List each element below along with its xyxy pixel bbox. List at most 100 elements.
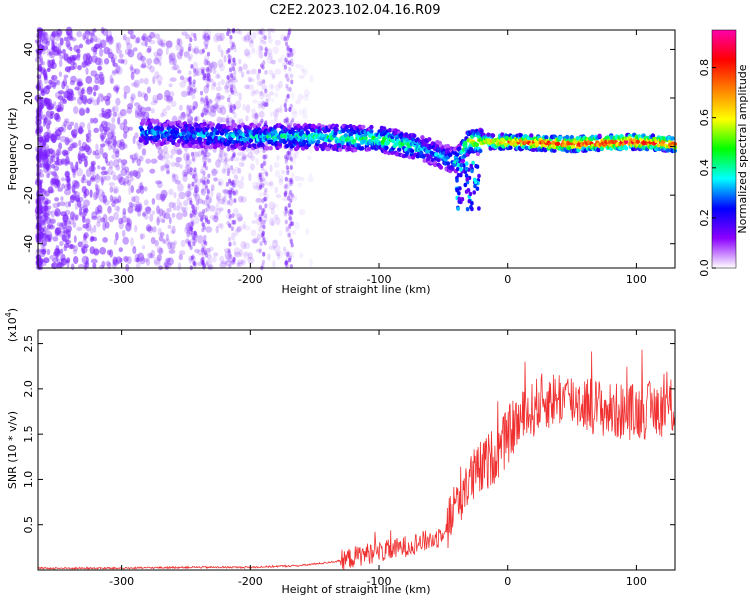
spectrogram-cell xyxy=(133,257,140,263)
spectrogram-cell xyxy=(124,166,130,173)
spectrogram-cell xyxy=(265,171,269,177)
spectrogram-cell xyxy=(219,222,224,230)
spectrogram-cell xyxy=(189,116,194,122)
spectrogram-cell xyxy=(57,187,63,192)
spectrogram-cell xyxy=(189,87,194,92)
spectrogram-cell xyxy=(247,151,253,159)
spectrogram-cell xyxy=(261,183,265,188)
spectrogram-cell xyxy=(227,48,231,53)
spectrogram-cell xyxy=(188,105,192,110)
spectrogram-cell xyxy=(224,251,232,260)
spectrogram-cell xyxy=(231,168,236,175)
spectrogram-cell xyxy=(141,148,147,156)
spectrogram-cell xyxy=(221,137,226,142)
spectrogram-cell xyxy=(190,255,194,261)
snr-x-axis-title: Height of straight line (km) xyxy=(281,583,430,596)
spectrogram-cell xyxy=(112,69,119,74)
spectrogram-cell xyxy=(448,152,453,158)
spectrogram-cell xyxy=(160,112,165,118)
spectrogram-cell xyxy=(182,169,189,178)
spectrogram-cell xyxy=(178,191,186,200)
spectrogram-cell xyxy=(229,104,233,110)
spectrogram-cell xyxy=(208,196,212,204)
spectrogram-cell xyxy=(137,90,142,98)
spectrogram-cell xyxy=(192,88,196,94)
spectrogram-cell xyxy=(445,161,451,166)
spectrogram-cell xyxy=(155,180,162,185)
spectrogram-cell xyxy=(187,240,191,246)
spectrogram-cell xyxy=(261,230,265,236)
spectrogram-cell xyxy=(52,236,59,242)
spectrogram-cell xyxy=(295,99,301,105)
spectrogram-cell xyxy=(116,139,123,149)
spectrogram-cell xyxy=(156,134,161,139)
spectrogram-cell xyxy=(275,217,281,226)
spectrogram-cell xyxy=(204,200,208,206)
spectrogram-cell xyxy=(277,58,283,63)
spectrogram-cell xyxy=(206,51,211,57)
spectrogram-cell xyxy=(188,242,192,248)
spectrogram-cell xyxy=(124,256,128,263)
spectrogram-cell xyxy=(206,82,210,88)
spectrogram-cell xyxy=(129,176,134,182)
spectrogram-cell xyxy=(59,240,64,247)
spectrogram-cell xyxy=(147,225,154,234)
spectrogram-cell xyxy=(130,35,137,40)
spectrogram-cell xyxy=(68,217,75,226)
spectrogram-cell xyxy=(262,178,267,186)
spectrogram-cell xyxy=(286,155,290,161)
spectrogram-cell xyxy=(289,181,293,187)
spectrogram-cell xyxy=(226,200,230,206)
spectrogram-cell xyxy=(183,171,188,177)
spectrogram-cell xyxy=(270,220,275,227)
spectrogram-cell xyxy=(544,135,549,140)
spectrogram-cell xyxy=(147,45,152,52)
spectrogram-cell xyxy=(97,165,101,170)
spectrogram-cell xyxy=(167,257,174,266)
spectrogram-cell xyxy=(83,244,89,249)
spectrogram-cell xyxy=(245,104,251,114)
spectrogram-cell xyxy=(226,220,230,226)
spectrogram-cell xyxy=(245,133,250,138)
spectrogram-cell xyxy=(207,110,211,116)
spectrogram-cell xyxy=(203,152,207,158)
spectrogram-cell xyxy=(260,118,264,124)
spectrogram-cell xyxy=(202,245,206,251)
spectrogram-cell xyxy=(222,196,227,203)
spectrogram-cell xyxy=(289,155,293,161)
spectrogram-cell xyxy=(232,86,238,95)
spectrogram-cell xyxy=(470,168,474,174)
spectrogram-cell xyxy=(248,138,254,143)
spectrogram-cell xyxy=(387,128,393,133)
spectrogram-cell xyxy=(263,35,267,40)
spectrogram-cell xyxy=(228,94,232,99)
spectrogram-cell xyxy=(152,94,159,104)
spectrogram-cell xyxy=(197,234,204,244)
spectrogram-cell xyxy=(156,246,163,254)
spectrogram-cell xyxy=(95,37,102,44)
spectrogram-cell xyxy=(137,104,143,112)
spectrogram-cell xyxy=(48,79,53,85)
spectrogram-cell xyxy=(240,71,245,78)
spectrogram-cell xyxy=(192,241,196,247)
spectrogram-cell xyxy=(258,205,262,211)
spectrogram-cell xyxy=(152,226,157,233)
spectrogram-cell xyxy=(206,190,210,196)
spectrogram-cell xyxy=(284,176,288,182)
spectrogram-cell xyxy=(188,255,194,261)
spectrogram-cell xyxy=(81,88,85,95)
spectrogram-cell xyxy=(66,220,72,225)
spectrogram-cell xyxy=(467,199,472,204)
spectrogram-cell xyxy=(168,52,176,61)
spectrogram-cell xyxy=(251,219,256,225)
spectrogram-cell xyxy=(260,171,264,177)
spectrogram-cell xyxy=(189,167,193,173)
spectrogram-cell xyxy=(122,125,130,134)
spectrogram-cell xyxy=(201,247,205,253)
spectrogram-cell xyxy=(214,32,222,37)
spectrogram-cell xyxy=(231,180,235,186)
spectrogram-cell xyxy=(463,140,468,146)
spectrogram-cell xyxy=(54,35,61,41)
spectrogram-cell xyxy=(240,241,247,250)
spectrogram-cell xyxy=(202,121,207,127)
